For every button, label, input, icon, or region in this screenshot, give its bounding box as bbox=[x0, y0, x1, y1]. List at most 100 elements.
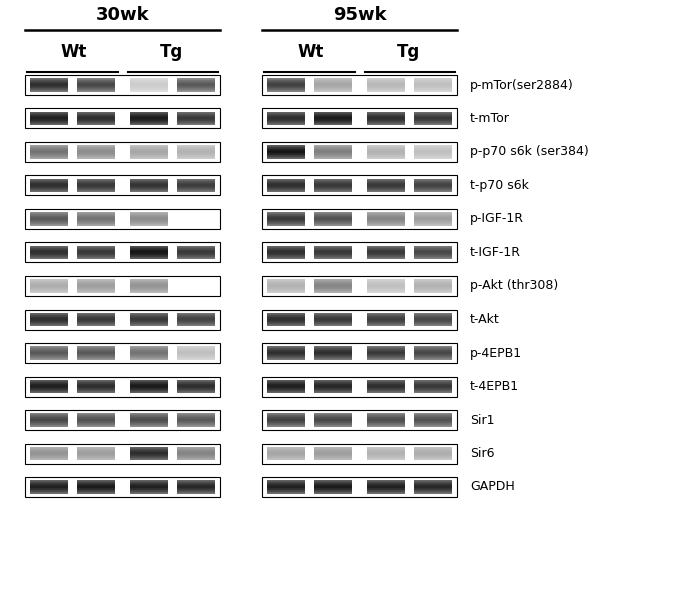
Bar bbox=[30, 387, 68, 388]
Bar bbox=[130, 120, 168, 121]
Bar bbox=[414, 391, 453, 392]
Bar bbox=[267, 384, 305, 385]
Bar bbox=[177, 382, 216, 383]
Bar bbox=[30, 318, 68, 320]
Bar bbox=[367, 426, 405, 427]
Bar bbox=[414, 488, 453, 489]
Bar bbox=[130, 485, 168, 486]
Bar bbox=[177, 85, 216, 86]
Bar bbox=[77, 354, 115, 355]
Bar bbox=[414, 456, 453, 457]
Bar bbox=[30, 80, 68, 81]
Bar bbox=[130, 391, 168, 392]
Bar bbox=[177, 488, 216, 489]
Bar bbox=[314, 85, 352, 86]
Bar bbox=[30, 346, 68, 347]
Bar bbox=[77, 218, 115, 219]
Bar bbox=[177, 122, 216, 123]
Bar bbox=[367, 422, 405, 423]
Bar bbox=[77, 215, 115, 216]
Bar bbox=[77, 286, 115, 287]
Bar bbox=[177, 420, 216, 421]
Text: p-p70 s6k (ser384): p-p70 s6k (ser384) bbox=[470, 146, 589, 158]
Bar bbox=[130, 182, 168, 183]
Bar bbox=[77, 120, 115, 121]
Bar bbox=[267, 251, 305, 252]
Bar bbox=[77, 456, 115, 457]
Bar bbox=[30, 353, 68, 354]
Bar bbox=[77, 217, 115, 218]
Bar bbox=[267, 424, 305, 426]
Bar bbox=[77, 422, 115, 423]
Bar bbox=[30, 84, 68, 85]
Bar bbox=[77, 417, 115, 418]
Bar bbox=[414, 281, 453, 282]
Bar bbox=[267, 325, 305, 326]
Bar bbox=[130, 288, 168, 290]
Bar bbox=[77, 87, 115, 88]
Bar bbox=[414, 147, 453, 148]
Bar bbox=[130, 215, 168, 216]
Bar bbox=[267, 148, 305, 149]
Bar bbox=[367, 288, 405, 290]
Bar bbox=[25, 276, 220, 296]
Bar bbox=[314, 453, 352, 454]
Bar bbox=[30, 323, 68, 324]
Bar bbox=[267, 426, 305, 427]
Bar bbox=[77, 350, 115, 351]
Bar bbox=[367, 385, 405, 386]
Bar bbox=[177, 315, 216, 316]
Bar bbox=[414, 380, 453, 381]
Bar bbox=[130, 383, 168, 384]
Bar bbox=[130, 483, 168, 484]
Bar bbox=[77, 458, 115, 459]
Bar bbox=[267, 489, 305, 491]
Bar bbox=[414, 212, 453, 213]
Bar bbox=[77, 488, 115, 489]
Bar bbox=[130, 257, 168, 258]
Bar bbox=[77, 353, 115, 355]
Bar bbox=[30, 318, 68, 319]
Bar bbox=[177, 184, 216, 185]
Bar bbox=[267, 389, 305, 390]
Bar bbox=[30, 350, 68, 351]
Bar bbox=[314, 492, 352, 493]
Bar bbox=[367, 312, 405, 314]
Bar bbox=[267, 119, 305, 120]
Bar bbox=[30, 155, 68, 156]
Bar bbox=[414, 485, 453, 486]
Bar bbox=[77, 415, 115, 416]
Bar bbox=[30, 284, 68, 285]
Bar bbox=[314, 90, 352, 91]
Bar bbox=[267, 324, 305, 325]
Bar bbox=[77, 357, 115, 358]
Bar bbox=[414, 491, 453, 492]
Bar bbox=[267, 215, 305, 216]
Bar bbox=[314, 222, 352, 223]
Bar bbox=[30, 279, 68, 280]
Bar bbox=[267, 422, 305, 423]
Bar bbox=[30, 185, 68, 186]
Bar bbox=[414, 255, 453, 256]
Bar bbox=[314, 454, 352, 455]
Bar bbox=[177, 146, 216, 147]
Bar bbox=[30, 280, 68, 281]
Bar bbox=[314, 386, 352, 387]
Bar bbox=[367, 419, 405, 420]
Bar bbox=[30, 349, 68, 350]
Bar bbox=[130, 213, 168, 214]
Bar bbox=[262, 108, 457, 128]
Bar bbox=[314, 150, 352, 151]
Bar bbox=[30, 449, 68, 450]
Bar bbox=[130, 182, 168, 184]
Text: t-Akt: t-Akt bbox=[470, 313, 500, 326]
Bar bbox=[30, 482, 68, 483]
Bar bbox=[367, 423, 405, 424]
Bar bbox=[130, 80, 168, 81]
Bar bbox=[414, 489, 453, 491]
Bar bbox=[77, 312, 115, 314]
Bar bbox=[267, 219, 305, 220]
Bar bbox=[367, 279, 405, 280]
Bar bbox=[177, 381, 216, 382]
Bar bbox=[314, 383, 352, 385]
